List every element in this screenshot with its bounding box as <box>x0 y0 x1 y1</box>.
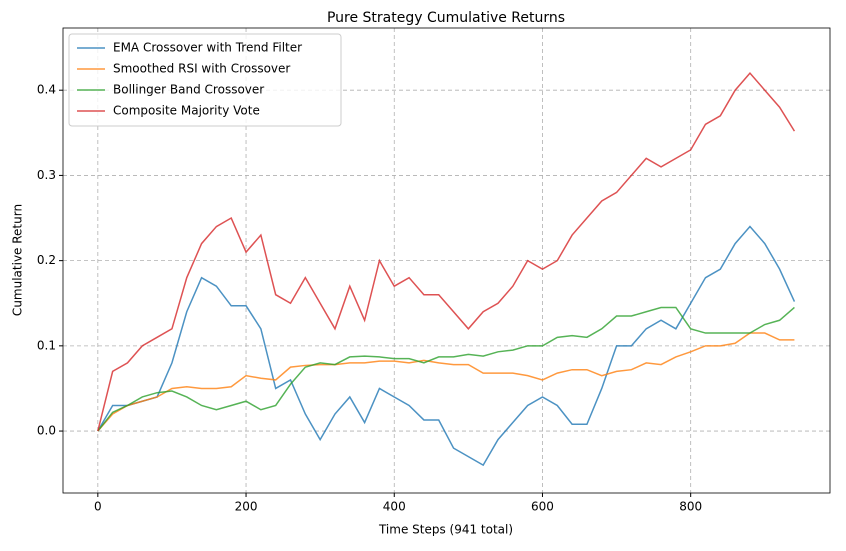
x-tick-label: 200 <box>235 500 258 514</box>
y-tick-label: 0.0 <box>37 424 56 438</box>
x-tick-label: 0 <box>94 500 102 514</box>
legend-label: Composite Majority Vote <box>113 104 260 118</box>
chart-title: Pure Strategy Cumulative Returns <box>327 10 565 26</box>
series-line <box>97 72 796 432</box>
x-tick-label: 800 <box>679 500 702 514</box>
plot-frame <box>62 27 831 494</box>
x-tick-label: 600 <box>531 500 554 514</box>
x-tick-label: 400 <box>383 500 406 514</box>
y-axis-label: Cumulative Return <box>11 204 25 316</box>
series-line <box>97 306 795 432</box>
series-line <box>97 225 796 467</box>
y-tick-label: 0.2 <box>37 253 56 267</box>
x-axis-label: Time Steps (941 total) <box>378 523 513 537</box>
legend-label: Smoothed RSI with Crossover <box>113 62 290 76</box>
legend-box <box>68 33 342 127</box>
series-line <box>97 332 795 432</box>
legend-label: Bollinger Band Crossover <box>113 83 264 97</box>
y-tick-label: 0.1 <box>37 338 56 352</box>
y-tick-label: 0.4 <box>37 83 56 97</box>
y-tick-label: 0.3 <box>37 168 56 182</box>
legend-label: EMA Crossover with Trend Filter <box>113 41 302 55</box>
